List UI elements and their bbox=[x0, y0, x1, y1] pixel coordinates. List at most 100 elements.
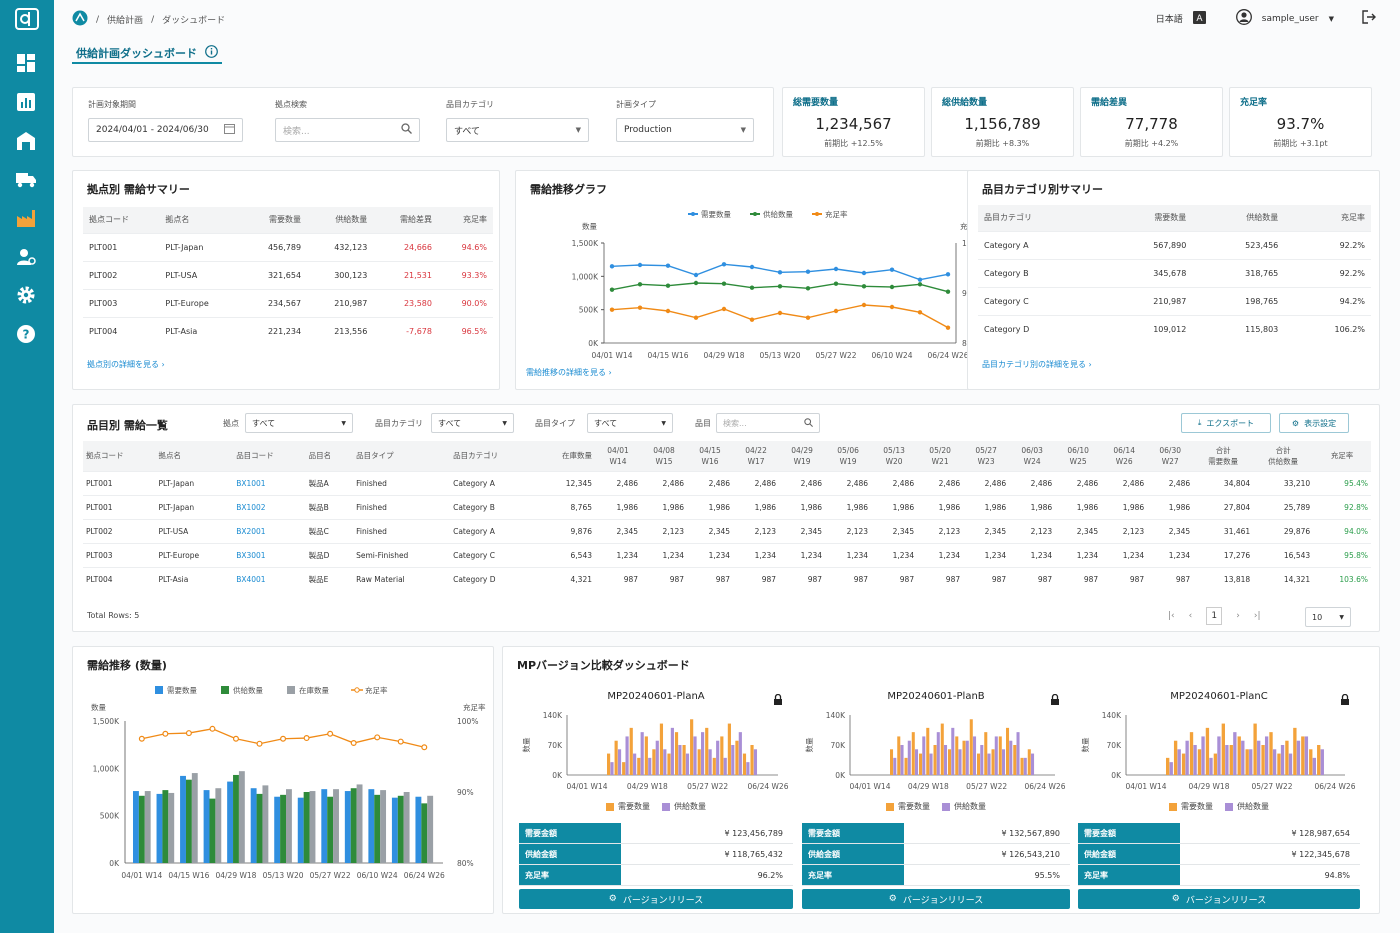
table-row[interactable]: PLT004 PLT-Asia BX4001 製品E Raw Material Categ… bbox=[83, 566, 1371, 591]
table-cell[interactable]: BX2001 bbox=[233, 518, 306, 543]
col-week-header[interactable]: 05/13 W20 bbox=[871, 441, 918, 471]
col-header[interactable]: 品目タイプ bbox=[353, 441, 451, 471]
next-page-icon[interactable]: › bbox=[1236, 611, 1240, 621]
legend-item[interactable]: 供給数量 bbox=[662, 801, 706, 812]
col-week-header[interactable]: 04/22 W17 bbox=[733, 441, 780, 471]
filter-item-search-input[interactable]: 検索... bbox=[716, 413, 820, 433]
page-size-select[interactable]: 10 ▼ bbox=[1305, 607, 1351, 627]
col-fill-rate[interactable]: 充足率 bbox=[437, 207, 493, 233]
filter-category-select[interactable]: すべて ▼ bbox=[431, 413, 514, 433]
col-demand[interactable]: 需要数量 bbox=[240, 207, 308, 233]
user-name[interactable]: sample_user bbox=[1261, 13, 1319, 24]
search-icon[interactable] bbox=[804, 417, 813, 429]
version-release-button[interactable]: ⚙ バージョンリリース bbox=[519, 889, 793, 909]
plan-type-select[interactable]: Production ▼ bbox=[616, 118, 754, 142]
table-row[interactable]: PLT003 PLT-Europe BX3001 製品D Semi-Finished Ca… bbox=[83, 542, 1371, 567]
col-week-header[interactable]: 04/01 W14 bbox=[595, 441, 642, 471]
first-page-icon[interactable]: |‹ bbox=[1168, 611, 1175, 621]
logout-icon[interactable] bbox=[1362, 10, 1376, 27]
site-detail-link[interactable]: 拠点別の詳細を見る › bbox=[87, 359, 165, 370]
table-row[interactable]: Category A 567,890 523,456 92.2% bbox=[978, 230, 1371, 259]
col-week-header[interactable]: 06/30 W27 bbox=[1147, 441, 1194, 471]
language-label[interactable]: 日本語 bbox=[1155, 15, 1183, 25]
col-week-header[interactable]: 06/03 W24 bbox=[1009, 441, 1056, 471]
table-row[interactable]: Category D 109,012 115,803 106.2% bbox=[978, 314, 1371, 343]
col-week-header[interactable]: 05/06 W19 bbox=[825, 441, 872, 471]
table-row[interactable]: PLT001 PLT-Japan 456,789 432,123 24,666 94.6% bbox=[83, 232, 493, 261]
table-cell[interactable]: BX3001 bbox=[233, 542, 306, 567]
col-week-header[interactable]: 05/27 W23 bbox=[963, 441, 1010, 471]
col-site-name[interactable]: 拠点名 bbox=[159, 207, 241, 233]
search-icon[interactable] bbox=[401, 123, 412, 137]
table-row[interactable]: Category C 210,987 198,765 94.2% bbox=[978, 286, 1371, 315]
category-detail-link[interactable]: 品目カテゴリ別の詳細を見る › bbox=[982, 359, 1092, 370]
col-header[interactable]: 品目名 bbox=[305, 441, 354, 471]
col-total-header[interactable]: 充足率 bbox=[1313, 441, 1371, 471]
export-button[interactable]: ⤓ エクスポート bbox=[1181, 413, 1271, 433]
warehouse-icon[interactable] bbox=[15, 130, 37, 152]
col-week-header[interactable]: 05/20 W21 bbox=[917, 441, 964, 471]
col-header[interactable]: 拠点コード bbox=[83, 441, 156, 471]
trend-detail-link[interactable]: 需給推移の詳細を見る › bbox=[526, 367, 612, 378]
table-row[interactable]: PLT001 PLT-Japan BX1002 製品B Finished Category… bbox=[83, 494, 1371, 519]
version-release-button[interactable]: ⚙ バージョンリリース bbox=[802, 889, 1070, 909]
col-category[interactable]: 品目カテゴリ bbox=[978, 205, 1101, 231]
col-header[interactable]: 拠点名 bbox=[155, 441, 234, 471]
breadcrumb-supply-plan[interactable]: 供給計画 bbox=[107, 16, 144, 26]
col-week-header[interactable]: 04/15 W16 bbox=[687, 441, 734, 471]
filter-type-select[interactable]: すべて ▼ bbox=[587, 413, 673, 433]
factory-icon[interactable] bbox=[15, 207, 37, 229]
display-settings-button[interactable]: ⚙ 表示設定 bbox=[1279, 413, 1349, 433]
user-settings-icon[interactable] bbox=[15, 246, 37, 268]
translate-icon[interactable]: A bbox=[1192, 10, 1206, 27]
col-week-header[interactable]: 06/10 W25 bbox=[1055, 441, 1102, 471]
help-icon[interactable]: ? bbox=[15, 323, 37, 345]
col-supply[interactable]: 供給数量 bbox=[1192, 205, 1285, 231]
table-row[interactable]: PLT004 PLT-Asia 221,234 213,556 -7,678 96.5% bbox=[83, 316, 493, 345]
app-logo-icon[interactable] bbox=[15, 8, 39, 30]
site-search-input[interactable]: 検索... bbox=[275, 118, 420, 142]
period-date-range-input[interactable]: 2024/04/01 - 2024/06/30 bbox=[88, 118, 243, 142]
last-page-icon[interactable]: ›| bbox=[1253, 611, 1261, 621]
current-page[interactable]: 1 bbox=[1206, 607, 1223, 625]
col-header[interactable]: 在庫数量 bbox=[535, 441, 595, 471]
legend-item[interactable]: 需要数量 bbox=[886, 801, 930, 812]
col-fill-rate[interactable]: 充足率 bbox=[1284, 205, 1371, 231]
report-chart-icon[interactable] bbox=[15, 91, 37, 113]
col-week-header[interactable]: 06/14 W26 bbox=[1101, 441, 1148, 471]
dashboard-icon[interactable] bbox=[15, 52, 37, 74]
col-total-header[interactable]: 合計 供給数量 bbox=[1253, 441, 1314, 471]
calendar-icon[interactable] bbox=[224, 123, 235, 137]
prev-page-icon[interactable]: ‹ bbox=[1188, 611, 1193, 621]
lock-icon[interactable] bbox=[1340, 690, 1350, 709]
table-row[interactable]: PLT002 PLT-USA 321,654 300,123 21,531 93.3% bbox=[83, 260, 493, 289]
table-cell[interactable]: BX4001 bbox=[233, 566, 306, 591]
col-week-header[interactable]: 04/08 W15 bbox=[641, 441, 688, 471]
version-release-button[interactable]: ⚙ バージョンリリース bbox=[1078, 889, 1360, 909]
filter-site-select[interactable]: すべて ▼ bbox=[245, 413, 353, 433]
chevron-down-icon[interactable]: ▼ bbox=[1328, 14, 1334, 23]
col-header[interactable]: 品目カテゴリ bbox=[450, 441, 536, 471]
col-total-header[interactable]: 合計 需要数量 bbox=[1193, 441, 1254, 471]
table-row[interactable]: PLT003 PLT-Europe 234,567 210,987 23,580 90.0… bbox=[83, 288, 493, 317]
lock-icon[interactable] bbox=[773, 690, 783, 709]
col-header[interactable]: 品目コード bbox=[233, 441, 306, 471]
col-site-code[interactable]: 拠点コード bbox=[83, 207, 160, 233]
user-avatar-icon[interactable] bbox=[1235, 9, 1252, 28]
truck-icon[interactable] bbox=[15, 168, 37, 190]
col-gap[interactable]: 需給差異 bbox=[373, 207, 438, 233]
table-row[interactable]: PLT001 PLT-Japan BX1001 製品A Finished Category… bbox=[83, 470, 1371, 495]
gear-icon[interactable] bbox=[15, 284, 37, 306]
category-select[interactable]: すべて ▼ bbox=[446, 118, 589, 142]
col-week-header[interactable]: 04/29 W19 bbox=[779, 441, 826, 471]
col-demand[interactable]: 需要数量 bbox=[1100, 205, 1193, 231]
legend-item[interactable]: 供給数量 bbox=[942, 801, 986, 812]
lock-icon[interactable] bbox=[1050, 690, 1060, 709]
info-icon[interactable] bbox=[205, 45, 218, 61]
table-row[interactable]: Category B 345,678 318,765 92.2% bbox=[978, 258, 1371, 287]
page-title-tab[interactable]: 供給計画ダッシュボード bbox=[72, 44, 222, 64]
col-supply[interactable]: 供給数量 bbox=[307, 207, 374, 233]
legend-item[interactable]: 供給数量 bbox=[1225, 801, 1269, 812]
legend-item[interactable]: 需要数量 bbox=[1169, 801, 1213, 812]
table-cell[interactable]: BX1001 bbox=[233, 470, 306, 495]
